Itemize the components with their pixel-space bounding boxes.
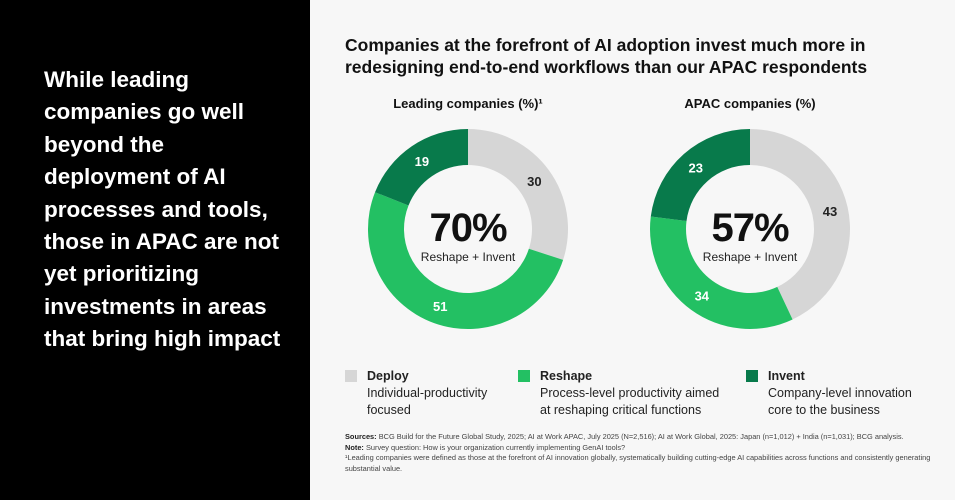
left-panel [0,0,310,500]
chart-title: Companies at the forefront of AI adoptio… [345,35,868,77]
legend-invent: Invent Company-level innovation core to … [746,368,936,419]
donut-segment-reshape [649,216,793,329]
legend-desc: Process-level productivity aimed at resh… [540,386,720,417]
sources-text: BCG Build for the Future Global Study, 2… [378,432,904,441]
headline: While leading companies go well beyond t… [44,67,281,352]
donut-segment-deploy [468,129,568,260]
data-label-reshape: 34 [695,288,710,303]
data-label-invent: 19 [415,154,429,169]
center-label-apac: Reshape + Invent [702,250,798,264]
donut-segment-invent [650,129,750,221]
legend-deploy: Deploy Individual-productivity focused [345,368,515,419]
legend-label: Reshape [540,369,593,383]
data-label-invent: 23 [689,160,703,175]
legend-desc: Individual-productivity focused [367,386,488,417]
chart-title-leading: Leading companies (%)¹ [393,96,543,111]
footnotes: Sources: BCG Build for the Future Global… [345,432,935,474]
note-label: Note: [345,442,364,452]
legend-label: Invent [768,369,805,383]
center-label-leading: Reshape + Invent [420,250,516,264]
donut-segment-reshape [367,192,564,330]
note-text: Survey question: How is your organizatio… [365,442,626,452]
center-value-leading: 70% [429,206,507,250]
data-label-deploy: 30 [527,174,541,189]
data-label-deploy: 43 [823,204,837,219]
legend-swatch-reshape [518,370,530,382]
chart-title-apac: APAC companies (%) [684,96,816,111]
sources-label: Sources: [345,432,377,441]
donut-segment-deploy [750,129,850,320]
legend-label: Deploy [367,369,409,383]
footnote-text: ¹Leading companies were defined as those… [345,453,931,473]
legend-swatch-invent [746,370,758,382]
legend-desc: Company-level innovation core to the bus… [768,386,912,417]
data-label-reshape: 51 [433,299,447,314]
legend-reshape: Reshape Process-level productivity aimed… [518,368,728,419]
legend-swatch-deploy [345,370,357,382]
donut-segment-invent [375,129,468,206]
center-value-apac: 57% [711,206,789,250]
